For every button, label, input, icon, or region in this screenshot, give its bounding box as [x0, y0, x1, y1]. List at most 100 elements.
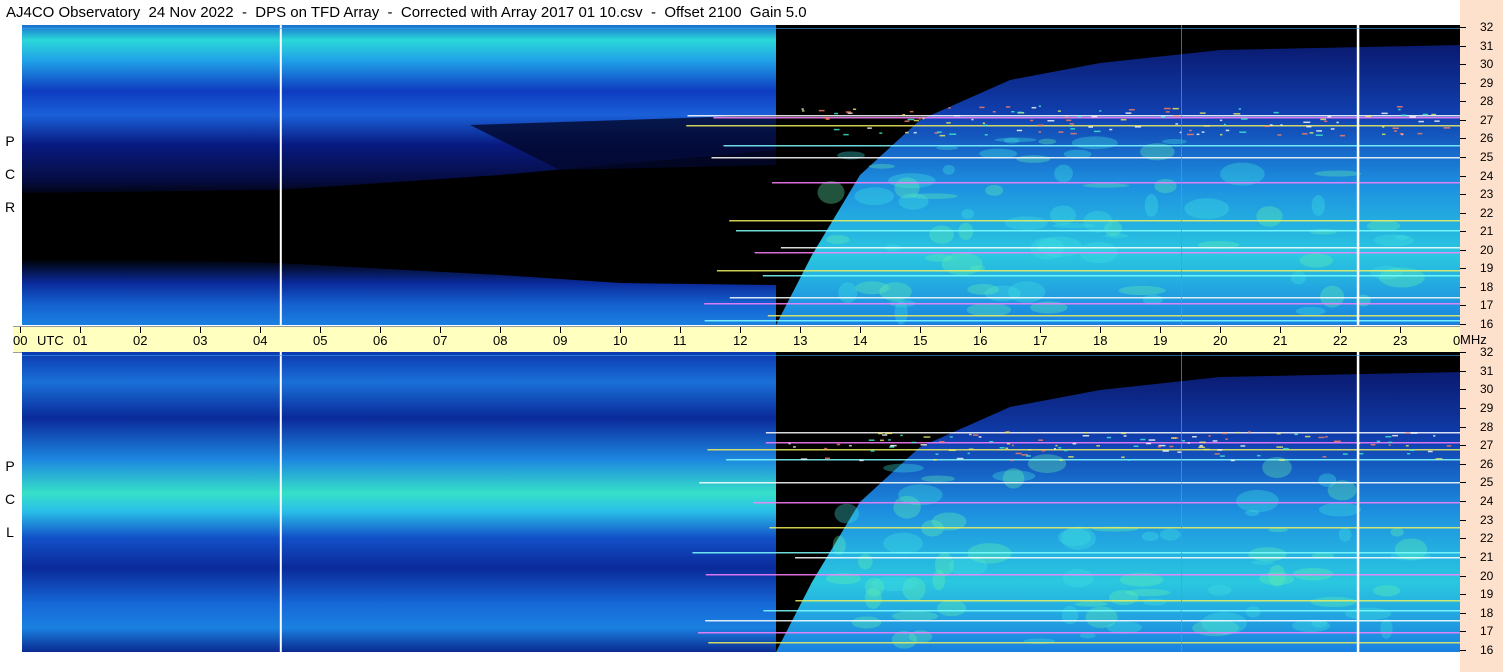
speckle	[1443, 127, 1451, 129]
speckle	[1187, 442, 1190, 444]
freq-tick-label: 20	[1480, 242, 1494, 257]
speckle	[1320, 118, 1327, 121]
emission-patch	[921, 475, 955, 483]
emission-patch	[834, 503, 860, 524]
speckle	[1059, 459, 1063, 461]
speckle	[1188, 129, 1192, 132]
speckle	[1309, 132, 1314, 134]
emission-patch	[1256, 206, 1283, 227]
speckle	[978, 436, 982, 438]
speckle	[834, 112, 839, 115]
emission-patch	[893, 495, 921, 519]
speckle	[867, 127, 872, 129]
speckle	[935, 453, 939, 455]
emission-patch	[1220, 162, 1265, 186]
speckle	[1305, 435, 1311, 438]
time-tick	[1040, 327, 1041, 333]
speckle	[1396, 105, 1403, 108]
lcp-spectrogram	[22, 352, 1460, 652]
freq-tick	[1460, 45, 1466, 47]
time-tick-label: 02	[133, 333, 148, 348]
emission-patch	[1063, 149, 1092, 159]
speckle	[1010, 459, 1014, 462]
time-tick-label: 09	[553, 333, 568, 348]
time-tick	[1340, 327, 1341, 333]
speckle	[1219, 133, 1223, 136]
time-tick	[20, 327, 21, 333]
speckle	[801, 110, 805, 112]
interference-line	[754, 252, 1460, 254]
emission-patch	[1390, 527, 1404, 537]
emission-patch	[1262, 457, 1292, 478]
speckle	[1342, 453, 1348, 455]
speckle	[1392, 127, 1399, 129]
speckle	[1239, 131, 1247, 133]
freq-tick-label: 20	[1480, 568, 1494, 583]
time-tick-label: 13	[793, 333, 808, 348]
speckle	[1004, 431, 1010, 434]
speckle	[1093, 130, 1101, 133]
speckle	[1165, 111, 1170, 113]
speckle	[902, 114, 906, 116]
interference-line	[772, 182, 1460, 184]
time-tick-label: 23	[1393, 333, 1408, 348]
speckle	[1376, 440, 1381, 443]
speckle	[1077, 115, 1082, 118]
emission-patch	[1007, 281, 1046, 303]
speckle	[999, 447, 1005, 449]
speckle	[1431, 113, 1436, 116]
time-tick	[320, 327, 321, 333]
emission-patch	[961, 208, 974, 219]
time-tick-label: 10	[613, 333, 628, 348]
freq-tick	[1460, 556, 1466, 558]
freq-tick-label: 18	[1480, 605, 1494, 620]
speckle	[969, 433, 972, 436]
speckle	[1277, 134, 1282, 136]
speckle	[1264, 125, 1270, 128]
interference-line	[711, 157, 1460, 159]
speckle	[878, 432, 883, 435]
freq-tick	[1460, 27, 1466, 28]
speckle	[1418, 120, 1424, 123]
speckle	[1318, 436, 1325, 439]
speckle	[1038, 124, 1044, 127]
speckle	[1082, 435, 1090, 437]
speckle	[1140, 438, 1146, 441]
freq-tick	[1460, 175, 1466, 177]
speckle	[1127, 459, 1131, 461]
speckle	[909, 110, 914, 113]
speckle	[859, 459, 864, 462]
speckle	[979, 106, 985, 109]
emission-patch	[1003, 137, 1020, 144]
speckle	[1011, 110, 1015, 113]
speckle	[1038, 131, 1042, 133]
emission-patch	[1197, 241, 1240, 249]
speckle	[1405, 432, 1410, 434]
rcp-label: P C R	[2, 125, 18, 224]
speckle	[1005, 106, 1011, 108]
speckle	[1175, 123, 1179, 125]
freq-tick	[1460, 594, 1466, 596]
emission-patch	[1309, 228, 1337, 235]
emission-patch	[1074, 601, 1108, 607]
emission-patch	[1295, 306, 1326, 316]
speckle	[1240, 445, 1246, 447]
time-tick	[560, 327, 561, 333]
speckle	[949, 133, 957, 135]
speckle	[836, 443, 841, 446]
freq-tick-label: 23	[1480, 512, 1494, 527]
speckle	[1068, 456, 1074, 458]
speckle	[1238, 108, 1242, 110]
speckle	[1172, 107, 1179, 110]
speckle	[1303, 121, 1311, 124]
time-tick	[740, 327, 741, 333]
speckle	[982, 122, 985, 124]
speckle	[1120, 118, 1127, 121]
emission-patch	[1143, 598, 1167, 606]
freq-tick	[1460, 426, 1466, 428]
speckle	[1417, 132, 1423, 135]
freq-tick	[1460, 156, 1466, 158]
speckle	[1382, 126, 1385, 128]
emission-patch	[966, 303, 1012, 317]
speckle	[1208, 435, 1211, 437]
